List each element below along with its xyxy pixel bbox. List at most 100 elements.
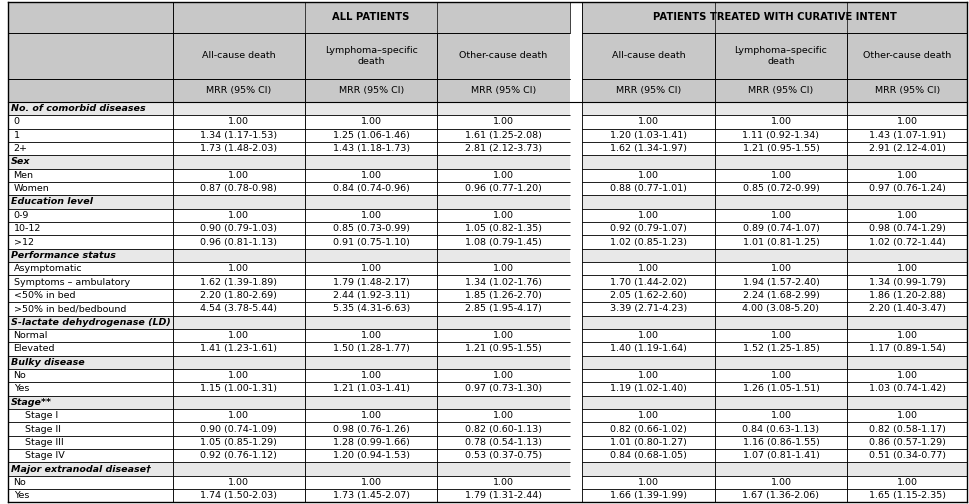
Bar	[437, 222, 569, 235]
Bar	[846, 129, 966, 142]
Bar	[304, 422, 437, 435]
Bar	[8, 169, 172, 182]
Bar	[437, 355, 569, 369]
Bar	[569, 302, 581, 316]
Bar	[581, 409, 714, 422]
Bar	[8, 382, 172, 396]
Text: 0.98 (0.74-1.29): 0.98 (0.74-1.29)	[868, 224, 945, 233]
Bar	[581, 142, 714, 155]
Bar	[8, 115, 172, 129]
Text: 0.84 (0.74-0.96): 0.84 (0.74-0.96)	[332, 184, 409, 193]
Bar	[304, 409, 437, 422]
Bar	[714, 476, 846, 489]
Text: 0.84 (0.68-1.05): 0.84 (0.68-1.05)	[610, 451, 686, 460]
Bar	[581, 355, 714, 369]
Bar	[172, 248, 304, 262]
Text: 1.05 (0.82-1.35): 1.05 (0.82-1.35)	[464, 224, 542, 233]
Text: 1.00: 1.00	[360, 478, 381, 487]
Text: Stage**: Stage**	[11, 398, 51, 407]
Text: 1.07 (0.81-1.41): 1.07 (0.81-1.41)	[741, 451, 819, 460]
Text: 1.00: 1.00	[360, 211, 381, 220]
Text: 0.53 (0.37-0.75): 0.53 (0.37-0.75)	[464, 451, 542, 460]
Text: 1.67 (1.36-2.06): 1.67 (1.36-2.06)	[741, 491, 819, 500]
Bar	[172, 449, 304, 462]
Text: 0.85 (0.73-0.99): 0.85 (0.73-0.99)	[332, 224, 409, 233]
Bar	[172, 235, 304, 248]
Bar	[437, 195, 569, 209]
Text: MRR (95% CI): MRR (95% CI)	[874, 86, 939, 95]
Bar	[714, 248, 846, 262]
Bar	[304, 235, 437, 248]
Bar	[714, 222, 846, 235]
Text: <50% in bed: <50% in bed	[14, 291, 75, 300]
Bar	[581, 422, 714, 435]
Text: 1.00: 1.00	[228, 264, 249, 273]
Bar	[304, 316, 437, 329]
Text: 1.00: 1.00	[638, 211, 658, 220]
Bar	[304, 142, 437, 155]
Text: 1.00: 1.00	[638, 264, 658, 273]
Bar	[8, 129, 172, 142]
Bar	[8, 289, 172, 302]
Text: 1.00: 1.00	[638, 478, 658, 487]
Text: 1.00: 1.00	[638, 171, 658, 180]
Bar	[714, 463, 846, 476]
Bar	[846, 33, 966, 79]
Bar	[8, 235, 172, 248]
Text: 1.62 (1.34-1.97): 1.62 (1.34-1.97)	[610, 144, 686, 153]
Bar	[714, 209, 846, 222]
Bar	[581, 248, 714, 262]
Bar	[581, 209, 714, 222]
Bar	[714, 129, 846, 142]
Bar	[846, 302, 966, 316]
Bar	[304, 262, 437, 275]
Bar	[714, 262, 846, 275]
Bar	[581, 369, 714, 382]
Text: 1.00: 1.00	[769, 411, 791, 420]
Text: 1.00: 1.00	[769, 264, 791, 273]
Bar	[172, 262, 304, 275]
Text: 1.17 (0.89-1.54): 1.17 (0.89-1.54)	[868, 344, 945, 353]
Bar	[714, 449, 846, 462]
Text: 1.28 (0.99-1.66): 1.28 (0.99-1.66)	[332, 438, 409, 447]
Bar	[714, 79, 846, 102]
Bar	[172, 129, 304, 142]
Text: 1.00: 1.00	[769, 117, 791, 127]
Bar	[8, 422, 172, 435]
Bar	[581, 342, 714, 356]
Bar	[581, 316, 714, 329]
Text: 1.65 (1.15-2.35): 1.65 (1.15-2.35)	[867, 491, 945, 500]
Text: 1.02 (0.72-1.44): 1.02 (0.72-1.44)	[868, 237, 945, 246]
Text: All-cause death: All-cause death	[611, 51, 685, 60]
Bar	[581, 449, 714, 462]
Bar	[714, 316, 846, 329]
Text: 1.00: 1.00	[492, 478, 514, 487]
Text: Stage II: Stage II	[25, 424, 61, 433]
Bar	[437, 409, 569, 422]
Bar	[172, 489, 304, 502]
Text: 0.92 (0.79-1.07): 0.92 (0.79-1.07)	[610, 224, 686, 233]
Text: 1.34 (0.99-1.79): 1.34 (0.99-1.79)	[867, 278, 945, 287]
Bar	[8, 102, 172, 115]
Text: Bulky disease: Bulky disease	[11, 358, 84, 367]
Bar	[304, 195, 437, 209]
Text: 2.20 (1.80-2.69): 2.20 (1.80-2.69)	[200, 291, 277, 300]
Bar	[846, 342, 966, 356]
Bar	[569, 262, 581, 275]
Bar	[8, 449, 172, 462]
Text: 1.00: 1.00	[360, 331, 381, 340]
Text: 2.24 (1.68-2.99): 2.24 (1.68-2.99)	[741, 291, 819, 300]
Text: 0.90 (0.74-1.09): 0.90 (0.74-1.09)	[200, 424, 277, 433]
Text: Elevated: Elevated	[14, 344, 55, 353]
Text: 1.00: 1.00	[360, 117, 381, 127]
Bar	[8, 209, 172, 222]
Bar	[846, 355, 966, 369]
Bar	[714, 235, 846, 248]
Bar	[172, 33, 304, 79]
Bar	[172, 2, 569, 33]
Bar	[172, 102, 304, 115]
Text: 1.34 (1.17-1.53): 1.34 (1.17-1.53)	[200, 131, 277, 140]
Text: Yes: Yes	[14, 491, 29, 500]
Bar	[714, 489, 846, 502]
Bar	[581, 329, 714, 342]
